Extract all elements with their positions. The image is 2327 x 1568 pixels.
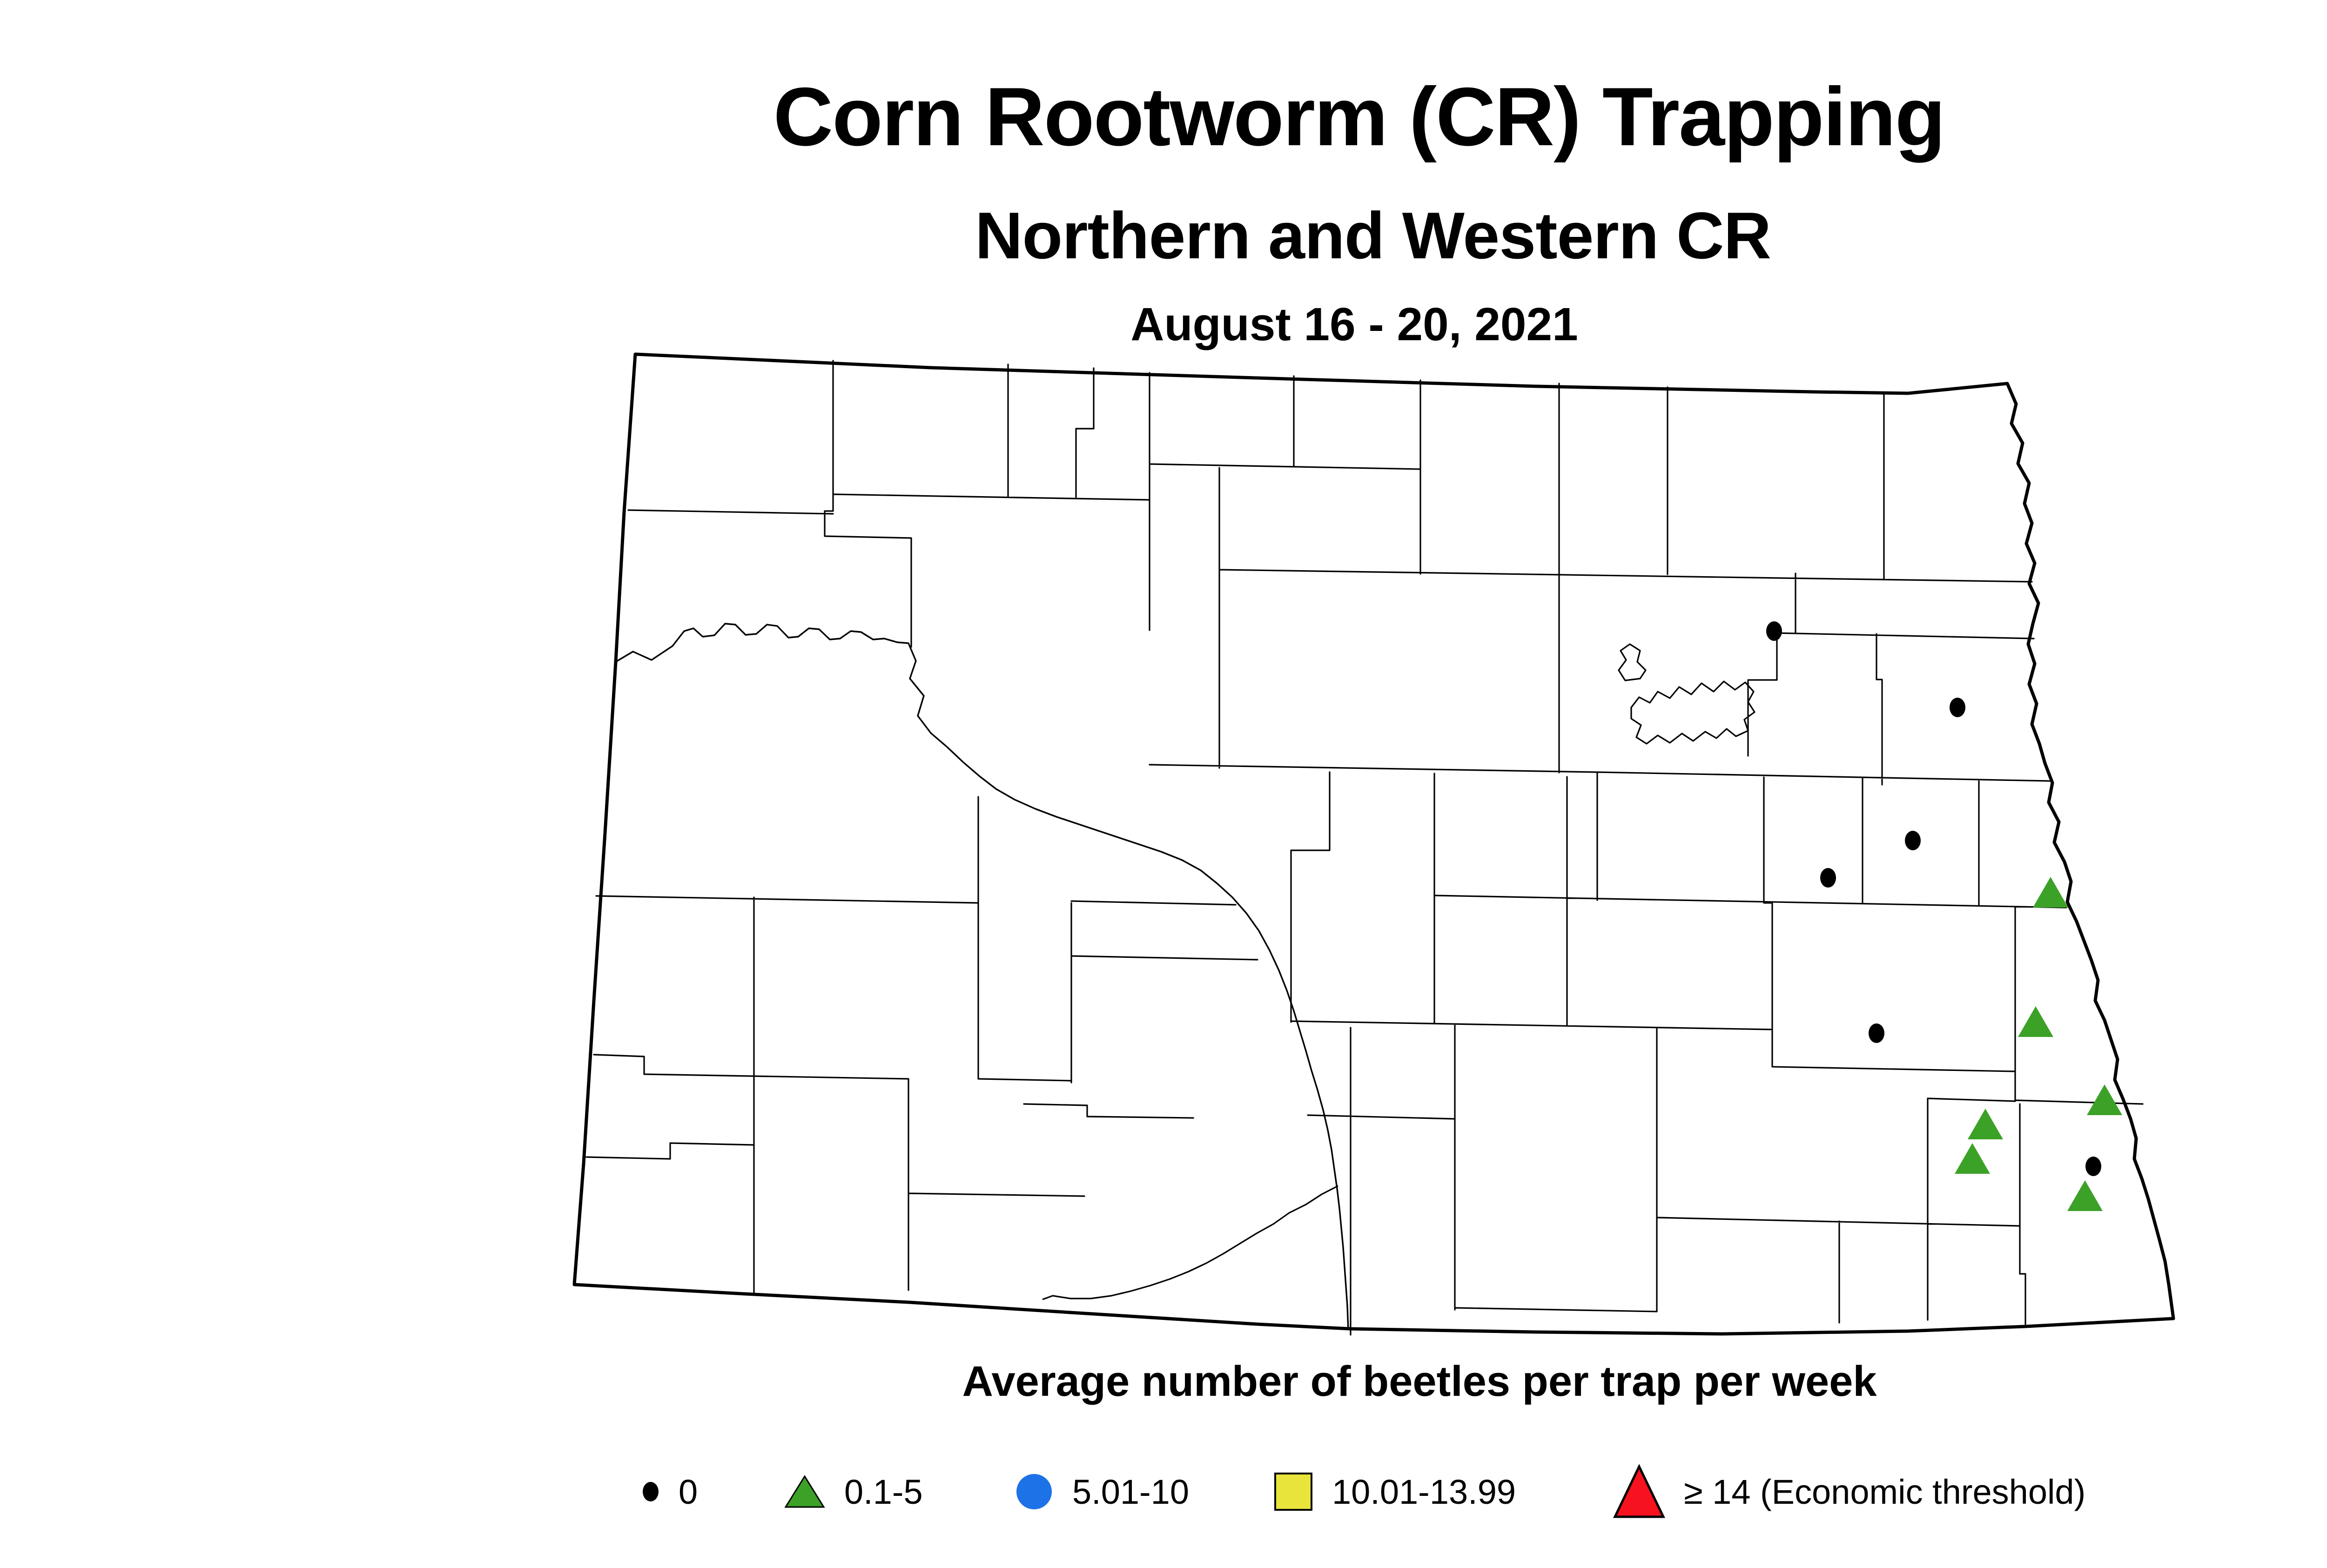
legend-item-high: 10.01-13.99 xyxy=(1273,1459,1516,1524)
legend-item-label: 0 xyxy=(679,1472,698,1511)
map-marker-low xyxy=(2067,1180,2103,1211)
zero-dot-icon xyxy=(643,1482,659,1501)
threshold-triangle-icon xyxy=(1613,1464,1665,1518)
page-title: Corn Rootworm (CR) Trapping xyxy=(773,70,1946,163)
map-marker-low xyxy=(2018,1006,2053,1037)
map-marker-zero xyxy=(1820,868,1836,888)
mid-circle-icon xyxy=(1016,1474,1052,1509)
legend-item-zero: 0 xyxy=(641,1459,698,1524)
legend-item-mid: 5.01-10 xyxy=(1015,1459,1189,1524)
map-marker-zero xyxy=(1766,621,1782,641)
legend-item-threshold: ≥ 14 (Economic threshold) xyxy=(1613,1459,2085,1524)
cannonball-river-line xyxy=(1042,1185,1338,1300)
map-marker-zero xyxy=(1950,698,1965,717)
date-range: August 16 - 20, 2021 xyxy=(1130,298,1578,350)
map-marker-zero xyxy=(1869,1023,1884,1043)
map-marker-zero xyxy=(2085,1157,2101,1176)
legend-title: Average number of beetles per trap per w… xyxy=(962,1358,1877,1405)
missouri-river-line xyxy=(615,623,1349,1331)
high-square-icon xyxy=(1274,1473,1312,1511)
legend: 0 0.1-5 5.01-10 10.01-13.99 ≥ 14 (Economic t… xyxy=(0,1459,2327,1524)
legend-item-label: ≥ 14 (Economic threshold) xyxy=(1684,1472,2086,1511)
map-marker-low xyxy=(2087,1084,2122,1115)
map-marker-low xyxy=(2033,877,2068,908)
map-marker-low xyxy=(1955,1143,1990,1174)
map-marker-low xyxy=(1968,1109,2003,1139)
state-border xyxy=(572,352,2175,1336)
page-subtitle: Northern and Western CR xyxy=(975,199,1771,273)
legend-item-low: 0.1-5 xyxy=(784,1459,923,1524)
map-marker-zero xyxy=(1905,831,1921,850)
legend-item-label: 0.1-5 xyxy=(844,1472,923,1511)
marker-layer xyxy=(1766,621,2122,1211)
legend-item-label: 5.01-10 xyxy=(1072,1472,1189,1511)
legend-item-label: 10.01-13.99 xyxy=(1332,1472,1516,1511)
devils-lake-outline xyxy=(1618,643,1755,745)
low-triangle-icon xyxy=(784,1475,825,1508)
county-boundaries xyxy=(585,360,2144,1336)
